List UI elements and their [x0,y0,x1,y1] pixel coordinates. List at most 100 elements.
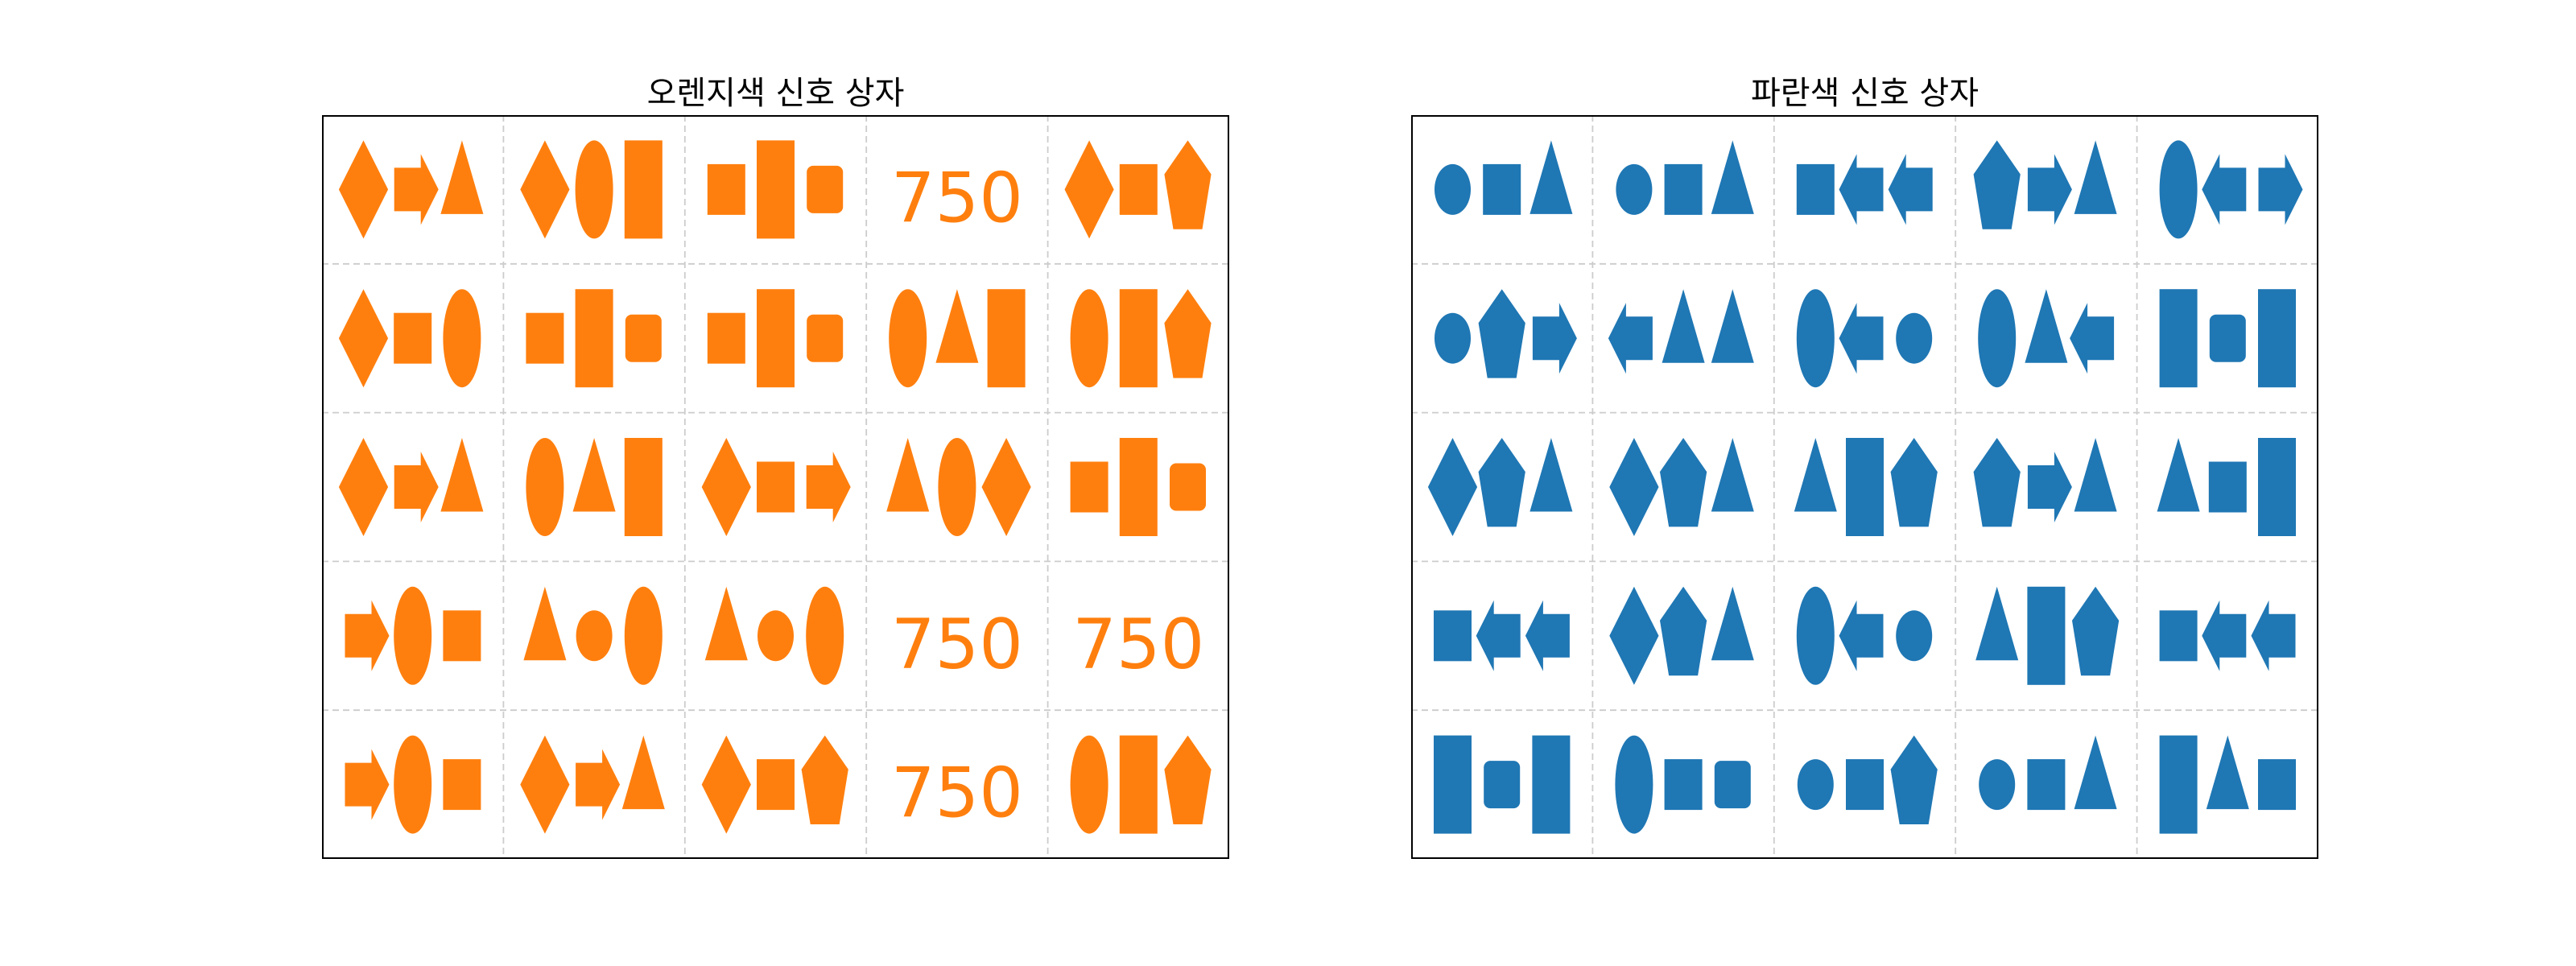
signal-cell [345,586,481,685]
tall-rectangle-icon [624,438,663,536]
pentagon-icon [1478,289,1525,378]
panel-frame [1411,115,2318,859]
number-label: 750 [891,605,1023,685]
pentagon-icon [1164,735,1212,824]
circle-icon [1896,312,1933,364]
circle-icon [1797,759,1834,811]
signal-cell: 750 [891,605,1023,685]
square-icon [2258,759,2296,811]
triangle-icon [2157,438,2200,512]
triangle-icon [440,438,484,512]
circle-icon [1435,163,1471,215]
pentagon-icon [1478,438,1525,527]
signal-cell [1435,289,1577,378]
arrow-left-icon [1839,600,1884,671]
signal-cell [1435,140,1573,215]
signal-cell [1796,586,1933,685]
square-icon [2159,610,2198,662]
signal-cell [1794,438,1938,536]
triangle-icon [440,140,484,214]
square-icon [1434,610,1472,662]
diamond-icon [1427,438,1478,536]
square-icon [757,759,795,811]
pentagon-icon [1973,438,2021,527]
signal-cell [1609,438,1754,536]
signal-cell [526,438,663,536]
square-icon [443,610,481,662]
square-icon [1664,163,1703,215]
arrow-right-icon [576,749,621,820]
arrow-right-icon [2027,452,2072,522]
blue-signal-panel: 파란색 신호 상자 [1411,75,2318,859]
arrow-right-icon [345,749,390,820]
signal-cell [1796,289,1933,388]
ellipse-icon [526,438,564,536]
arrow-left-icon [2070,303,2115,374]
ellipse-icon [624,586,663,685]
ellipse-icon [394,735,432,834]
diamond-icon [1609,438,1659,536]
triangle-icon [1711,289,1754,363]
tall-rectangle-icon [1119,438,1158,536]
signal-cell [886,438,1031,536]
tall-rectangle-icon [2159,289,2198,388]
arrow-right-icon [394,452,439,522]
pentagon-icon [1973,140,2021,229]
diamond-icon [981,438,1031,536]
tall-rectangle-icon [1846,438,1884,536]
square-icon [1070,461,1108,513]
diamond-icon [701,735,751,834]
signal-cell [1978,289,2115,388]
rounded-square-icon [1714,761,1751,809]
number-label: 750 [1072,605,1204,685]
pentagon-icon [1890,438,1938,527]
triangle-icon [2074,438,2117,512]
signal-cell [2159,735,2296,834]
signal-cell [1979,735,2117,811]
square-icon [707,163,745,215]
signal-cell [1973,140,2117,229]
triangle-icon [935,289,979,363]
number-label: 750 [891,753,1023,834]
arrow-left-icon [1608,303,1653,374]
triangle-icon [1711,586,1754,661]
square-icon [1119,163,1158,215]
signal-cell [520,735,665,834]
triangle-icon [572,438,616,512]
pentagon-icon [1890,735,1938,824]
pentagon-icon [2072,586,2120,676]
signal-cell [523,586,663,685]
diamond-icon [1064,140,1114,239]
tall-rectangle-icon [1119,735,1158,834]
arrow-left-icon [1888,154,1933,225]
tall-rectangle-icon [1532,735,1571,834]
tall-rectangle-icon [987,289,1026,388]
signal-cell [1434,600,1570,671]
ellipse-icon [2159,140,2198,239]
square-icon [2208,461,2247,513]
signal-cell [526,289,662,388]
signal-grid [1411,115,2318,859]
square-icon [526,312,564,364]
signal-cell [1427,438,1573,536]
signal-cell [1975,586,2120,685]
ellipse-icon [394,586,432,685]
circle-icon [1896,610,1933,662]
signal-cell [2157,438,2296,536]
rounded-square-icon [807,165,844,213]
tall-rectangle-icon [2159,735,2198,834]
tall-rectangle-icon [2258,438,2296,536]
ellipse-icon [889,289,927,388]
rounded-square-icon [807,314,844,362]
diamond-icon [338,289,389,388]
circle-icon [1979,759,2016,811]
signal-cell [1064,140,1212,239]
pentagon-icon [1660,586,1707,676]
diamond-icon [338,140,389,239]
square-icon [1846,759,1884,811]
ellipse-icon [1796,289,1835,388]
ellipse-icon [1978,289,2017,388]
signal-cell [701,438,851,536]
diamond-icon [1609,586,1659,685]
rounded-square-icon [2209,314,2246,362]
